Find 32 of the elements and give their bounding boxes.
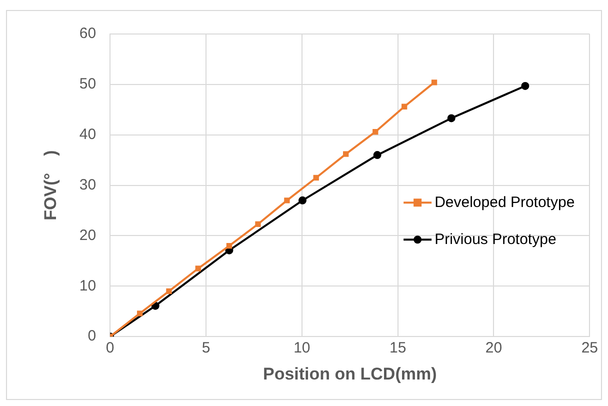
point <box>284 198 290 204</box>
legend-label: Privious Prototype <box>434 230 556 248</box>
point <box>313 174 319 181</box>
point <box>226 242 232 249</box>
point <box>431 80 438 86</box>
point <box>402 104 408 110</box>
point <box>447 114 456 122</box>
point <box>372 129 378 135</box>
point <box>343 151 349 157</box>
legend-label: Developed Prototype <box>434 194 575 211</box>
y-tick-label: 60 <box>79 25 96 42</box>
x-axis-title: Position on LCD(mm) <box>262 364 437 384</box>
x-tick-label: 15 <box>389 340 406 357</box>
y-axis-title: FOV(° ) <box>40 150 60 220</box>
x-tick-label: 10 <box>294 340 310 357</box>
point <box>136 310 143 316</box>
point <box>521 82 530 90</box>
point <box>298 196 306 204</box>
y-tick-label: 40 <box>79 126 96 144</box>
y-tick-label: 30 <box>79 176 96 194</box>
y-tick-label: 10 <box>79 277 96 294</box>
x-tick-label: 5 <box>202 340 210 357</box>
x-tick-label: 20 <box>485 340 502 357</box>
point <box>195 266 201 272</box>
point <box>373 151 382 160</box>
point <box>255 221 261 227</box>
point <box>166 288 172 294</box>
x-tick-label: 25 <box>581 340 598 357</box>
y-tick-label: 50 <box>79 76 96 93</box>
y-tick-label: 20 <box>79 226 96 244</box>
y-tick-label: 0 <box>88 328 96 345</box>
x-tick-label: 0 <box>106 340 114 357</box>
